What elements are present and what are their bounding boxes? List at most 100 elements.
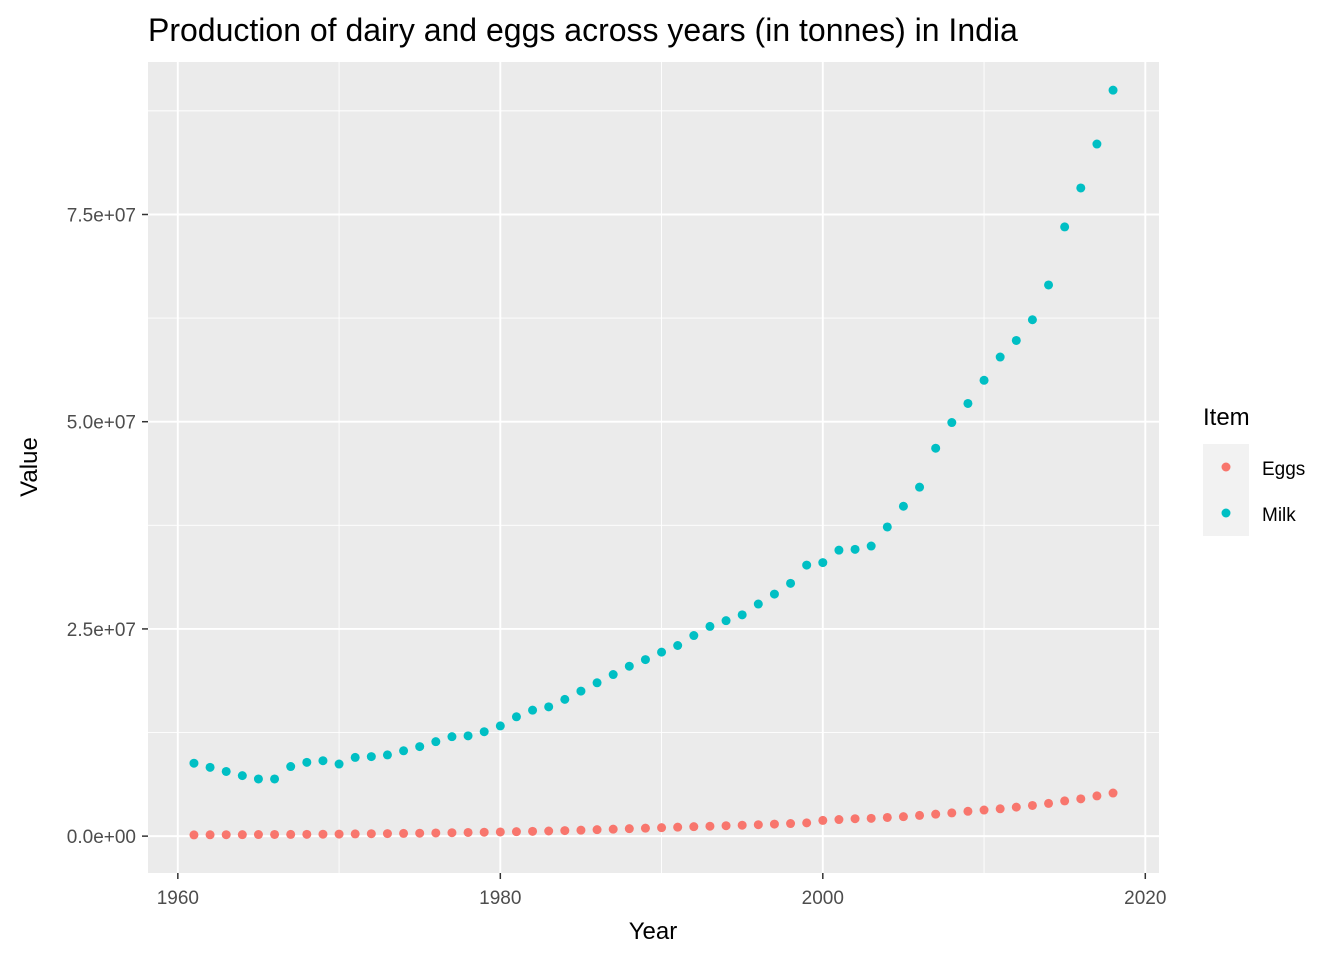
- point-eggs: [689, 822, 699, 832]
- y-tick-labels: 0.0e+00 2.5e+07 5.0e+07 7.5e+07: [67, 205, 136, 848]
- point-milk: [979, 375, 989, 385]
- point-eggs: [286, 829, 296, 839]
- point-milk: [1044, 280, 1054, 290]
- legend-title: Item: [1203, 404, 1250, 431]
- point-milk: [624, 661, 634, 671]
- point-eggs: [947, 808, 957, 818]
- point-eggs: [318, 829, 328, 839]
- point-milk: [221, 766, 231, 776]
- point-milk: [802, 560, 812, 570]
- point-eggs: [350, 829, 360, 839]
- point-eggs: [270, 829, 280, 839]
- point-eggs: [366, 829, 376, 839]
- point-milk: [866, 541, 876, 551]
- point-milk: [640, 655, 650, 665]
- point-milk: [189, 758, 199, 768]
- point-milk: [479, 727, 489, 737]
- major-gridlines: [148, 62, 1159, 873]
- point-eggs: [1060, 796, 1070, 806]
- point-eggs: [1108, 788, 1118, 798]
- point-eggs: [995, 804, 1005, 814]
- point-eggs: [189, 830, 199, 840]
- point-milk: [592, 678, 602, 688]
- point-milk: [834, 545, 844, 555]
- point-eggs: [511, 827, 521, 837]
- x-tick-label: 1960: [157, 888, 199, 909]
- point-eggs: [640, 823, 650, 833]
- point-milk: [318, 756, 328, 766]
- legend: Item Eggs Milk: [1203, 404, 1305, 536]
- x-axis-title: Year: [629, 918, 678, 945]
- point-eggs: [253, 830, 263, 840]
- point-eggs: [898, 812, 908, 822]
- data-points: [189, 85, 1118, 840]
- point-eggs: [882, 812, 892, 822]
- point-eggs: [1011, 802, 1021, 812]
- point-milk: [528, 705, 538, 715]
- y-tick-label: 7.5e+07: [67, 205, 136, 226]
- point-eggs: [721, 821, 731, 831]
- point-milk: [915, 482, 925, 492]
- point-eggs: [447, 828, 457, 838]
- point-milk: [1027, 315, 1037, 325]
- y-tick-label: 0.0e+00: [67, 827, 136, 848]
- point-milk: [576, 686, 586, 696]
- point-eggs: [560, 826, 570, 836]
- point-eggs: [479, 827, 489, 837]
- point-eggs: [608, 824, 618, 834]
- legend-label-milk: Milk: [1262, 505, 1296, 526]
- y-tick-label: 5.0e+07: [67, 413, 136, 434]
- point-milk: [705, 621, 715, 631]
- point-milk: [495, 721, 505, 731]
- point-eggs: [931, 809, 941, 819]
- point-eggs: [1044, 798, 1054, 808]
- legend-marker-milk: [1221, 508, 1231, 518]
- point-milk: [560, 694, 570, 704]
- point-milk: [270, 774, 280, 784]
- point-eggs: [495, 827, 505, 837]
- point-milk: [850, 544, 860, 554]
- point-eggs: [866, 813, 876, 823]
- point-eggs: [737, 820, 747, 830]
- point-eggs: [415, 828, 425, 838]
- point-milk: [882, 522, 892, 532]
- point-eggs: [834, 815, 844, 825]
- point-eggs: [753, 820, 763, 830]
- point-milk: [608, 670, 618, 680]
- point-eggs: [205, 830, 215, 840]
- point-milk: [544, 702, 554, 712]
- minor-gridlines: [148, 62, 1159, 873]
- point-eggs: [1092, 791, 1102, 801]
- point-milk: [399, 746, 409, 756]
- x-tick-label: 1980: [479, 888, 521, 909]
- point-milk: [286, 762, 296, 772]
- point-milk: [237, 771, 247, 781]
- point-eggs: [915, 810, 925, 820]
- point-milk: [1076, 183, 1086, 193]
- point-eggs: [802, 818, 812, 828]
- point-eggs: [221, 830, 231, 840]
- point-milk: [511, 712, 521, 722]
- point-eggs: [1076, 794, 1086, 804]
- point-eggs: [431, 828, 441, 838]
- chart-title: Production of dairy and eggs across year…: [148, 12, 1018, 48]
- point-milk: [1092, 139, 1102, 149]
- point-milk: [302, 757, 312, 767]
- point-milk: [769, 589, 779, 599]
- point-eggs: [786, 819, 796, 829]
- point-milk: [1060, 222, 1070, 232]
- x-tick-label: 2020: [1124, 888, 1166, 909]
- point-eggs: [463, 827, 473, 837]
- point-eggs: [302, 829, 312, 839]
- point-milk: [673, 640, 683, 650]
- point-eggs: [705, 821, 715, 831]
- axis-ticks: [142, 213, 1147, 879]
- point-milk: [415, 742, 425, 752]
- point-milk: [689, 631, 699, 641]
- point-eggs: [818, 815, 828, 825]
- point-milk: [931, 443, 941, 453]
- point-eggs: [657, 823, 667, 833]
- point-milk: [382, 750, 392, 760]
- point-milk: [1011, 335, 1021, 345]
- point-milk: [721, 616, 731, 626]
